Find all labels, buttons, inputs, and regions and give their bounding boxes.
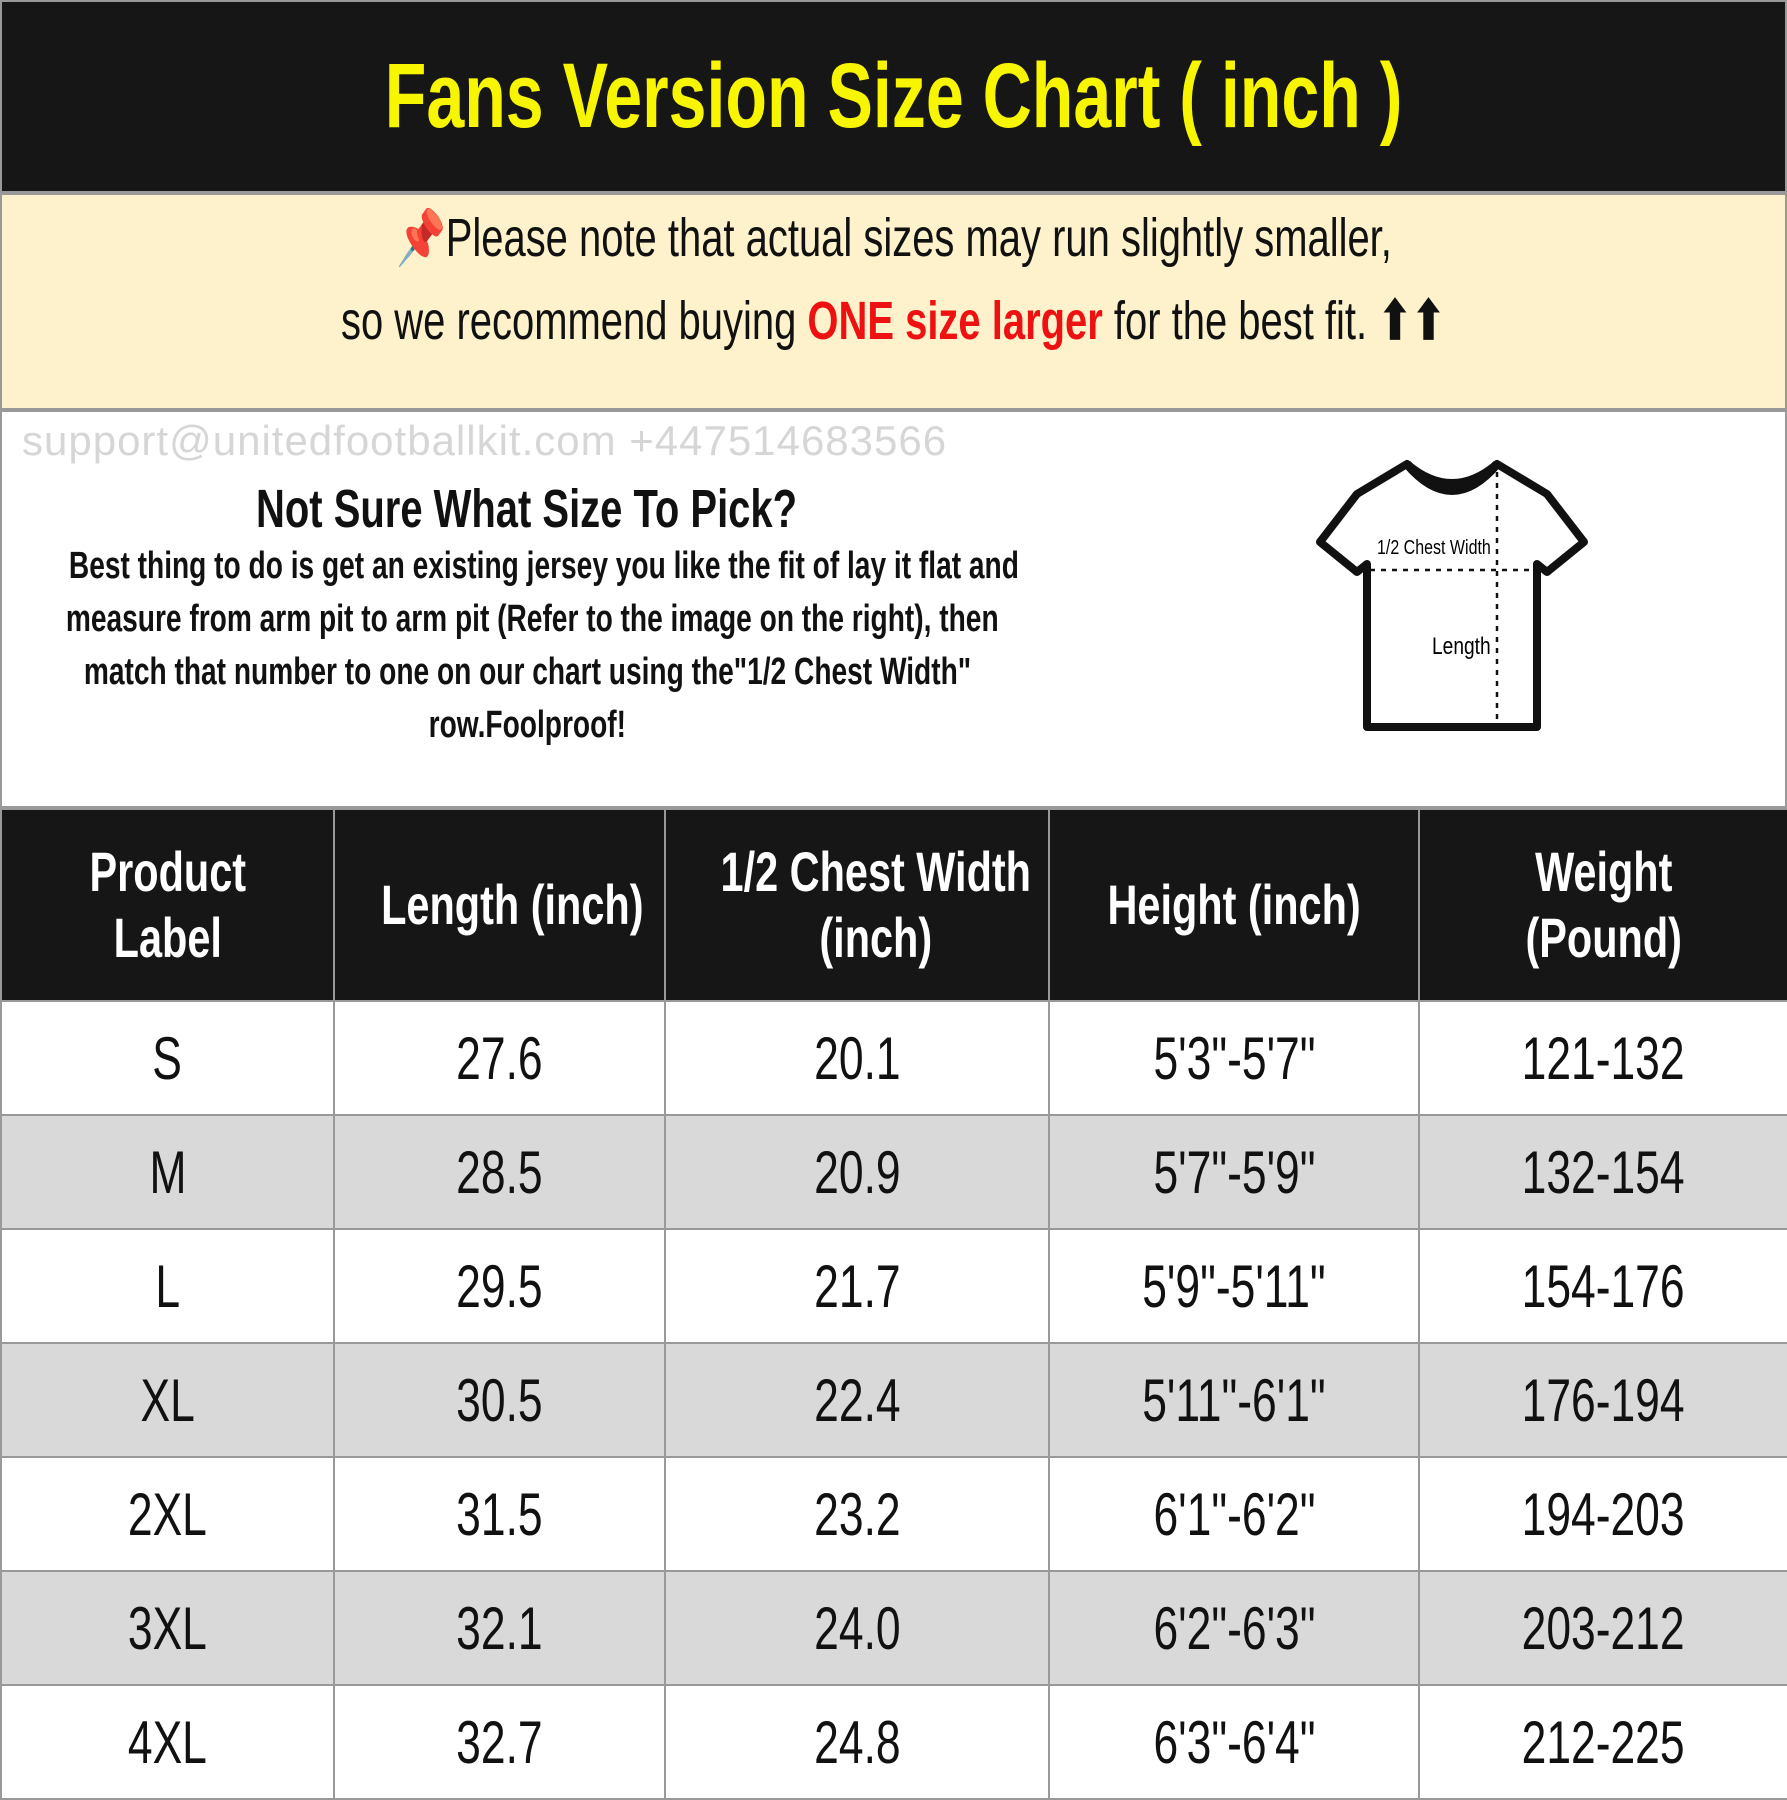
table-cell: 24.8 xyxy=(664,1684,1050,1800)
table-cell: 6'1"-6'2" xyxy=(1048,1456,1420,1572)
header-product-label: Product Label xyxy=(0,808,335,1002)
table-cell: 4XL xyxy=(0,1684,335,1800)
table-cell: 3XL xyxy=(0,1570,335,1686)
guide-line: Best thing to do is get an existing jers… xyxy=(68,545,1019,587)
table-cell: 5'7"-5'9" xyxy=(1048,1114,1420,1230)
table-cell: 121-132 xyxy=(1418,1000,1787,1116)
table-row: 2XL 31.5 23.2 6'1"-6'2" 194-203 xyxy=(0,1456,1787,1572)
note-highlight: ONE size larger xyxy=(807,291,1104,351)
table-cell: 22.4 xyxy=(664,1342,1050,1458)
table-cell: 32.7 xyxy=(333,1684,666,1800)
guide-line: row.Foolproof! xyxy=(428,704,626,746)
table-cell: 20.1 xyxy=(664,1000,1050,1116)
header-length: Length (inch) xyxy=(333,808,666,1002)
table-cell: 29.5 xyxy=(333,1228,666,1344)
table-row: XL 30.5 22.4 5'11"-6'1" 176-194 xyxy=(0,1342,1787,1458)
table-cell: L xyxy=(0,1228,335,1344)
size-table: Product Label Length (inch) 1/2 Chest Wid… xyxy=(0,808,1787,1800)
guide-heading: Not Sure What Size To Pick? xyxy=(256,479,798,539)
note-line-2-end: for the best fit. xyxy=(1103,291,1368,351)
guide-line: match that number to one on our chart us… xyxy=(83,651,971,693)
table-cell: XL xyxy=(0,1342,335,1458)
table-cell: 2XL xyxy=(0,1456,335,1572)
note-line-1: Please note that actual sizes may run sl… xyxy=(445,208,1392,268)
table-cell: 28.5 xyxy=(333,1114,666,1230)
table-cell: 203-212 xyxy=(1418,1570,1787,1686)
table-cell: 6'2"-6'3" xyxy=(1048,1570,1420,1686)
up-arrows-icon: ⬆⬆ xyxy=(1378,291,1446,351)
table-cell: M xyxy=(0,1114,335,1230)
table-cell: 23.2 xyxy=(664,1456,1050,1572)
table-cell: 31.5 xyxy=(333,1456,666,1572)
table-cell: 194-203 xyxy=(1418,1456,1787,1572)
header-weight: Weight (Pound) xyxy=(1418,808,1787,1002)
table-cell: 132-154 xyxy=(1418,1114,1787,1230)
table-row: S 27.6 20.1 5'3"-5'7" 121-132 xyxy=(0,1000,1787,1116)
table-cell: 30.5 xyxy=(333,1342,666,1458)
table-row: M 28.5 20.9 5'7"-5'9" 132-154 xyxy=(0,1114,1787,1230)
table-cell: 32.1 xyxy=(333,1570,666,1686)
tshirt-diagram: 1/2 Chest Width Length xyxy=(1316,460,1588,731)
note-line-2: so we recommend buying xyxy=(341,291,808,351)
table-row: 4XL 32.7 24.8 6'3"-6'4" 212-225 xyxy=(0,1684,1787,1800)
watermark: support@unitedfootballkit.com +447514683… xyxy=(22,417,948,464)
table-cell: 5'11"-6'1" xyxy=(1048,1342,1420,1458)
table-cell: 21.7 xyxy=(664,1228,1050,1344)
table-row: 3XL 32.1 24.0 6'2"-6'3" 203-212 xyxy=(0,1570,1787,1686)
table-cell: 154-176 xyxy=(1418,1228,1787,1344)
table-cell: 27.6 xyxy=(333,1000,666,1116)
table-cell: 212-225 xyxy=(1418,1684,1787,1800)
title-banner: Fans Version Size Chart ( inch ) xyxy=(0,0,1787,193)
table-cell: 5'3"-5'7" xyxy=(1048,1000,1420,1116)
table-cell: S xyxy=(0,1000,335,1116)
guide-line: measure from arm pit to arm pit (Refer t… xyxy=(65,598,999,640)
header-height: Height (inch) xyxy=(1048,808,1420,1002)
table-cell: 6'3"-6'4" xyxy=(1048,1684,1420,1800)
sizing-note: 📌Please note that actual sizes may run s… xyxy=(0,193,1787,410)
header-chest-width: 1/2 Chest Width (inch) xyxy=(664,808,1050,1002)
table-cell: 24.0 xyxy=(664,1570,1050,1686)
table-row: L 29.5 21.7 5'9"-5'11" 154-176 xyxy=(0,1228,1787,1344)
page-title: Fans Version Size Chart ( inch ) xyxy=(384,45,1403,147)
pushpin-icon: 📌 xyxy=(395,208,446,268)
table-cell: 5'9"-5'11" xyxy=(1048,1228,1420,1344)
fit-guide: support@unitedfootballkit.com +447514683… xyxy=(0,410,1787,808)
table-cell: 20.9 xyxy=(664,1114,1050,1230)
table-cell: 176-194 xyxy=(1418,1342,1787,1458)
chest-width-label: 1/2 Chest Width xyxy=(1377,536,1491,558)
length-label: Length xyxy=(1432,632,1491,660)
